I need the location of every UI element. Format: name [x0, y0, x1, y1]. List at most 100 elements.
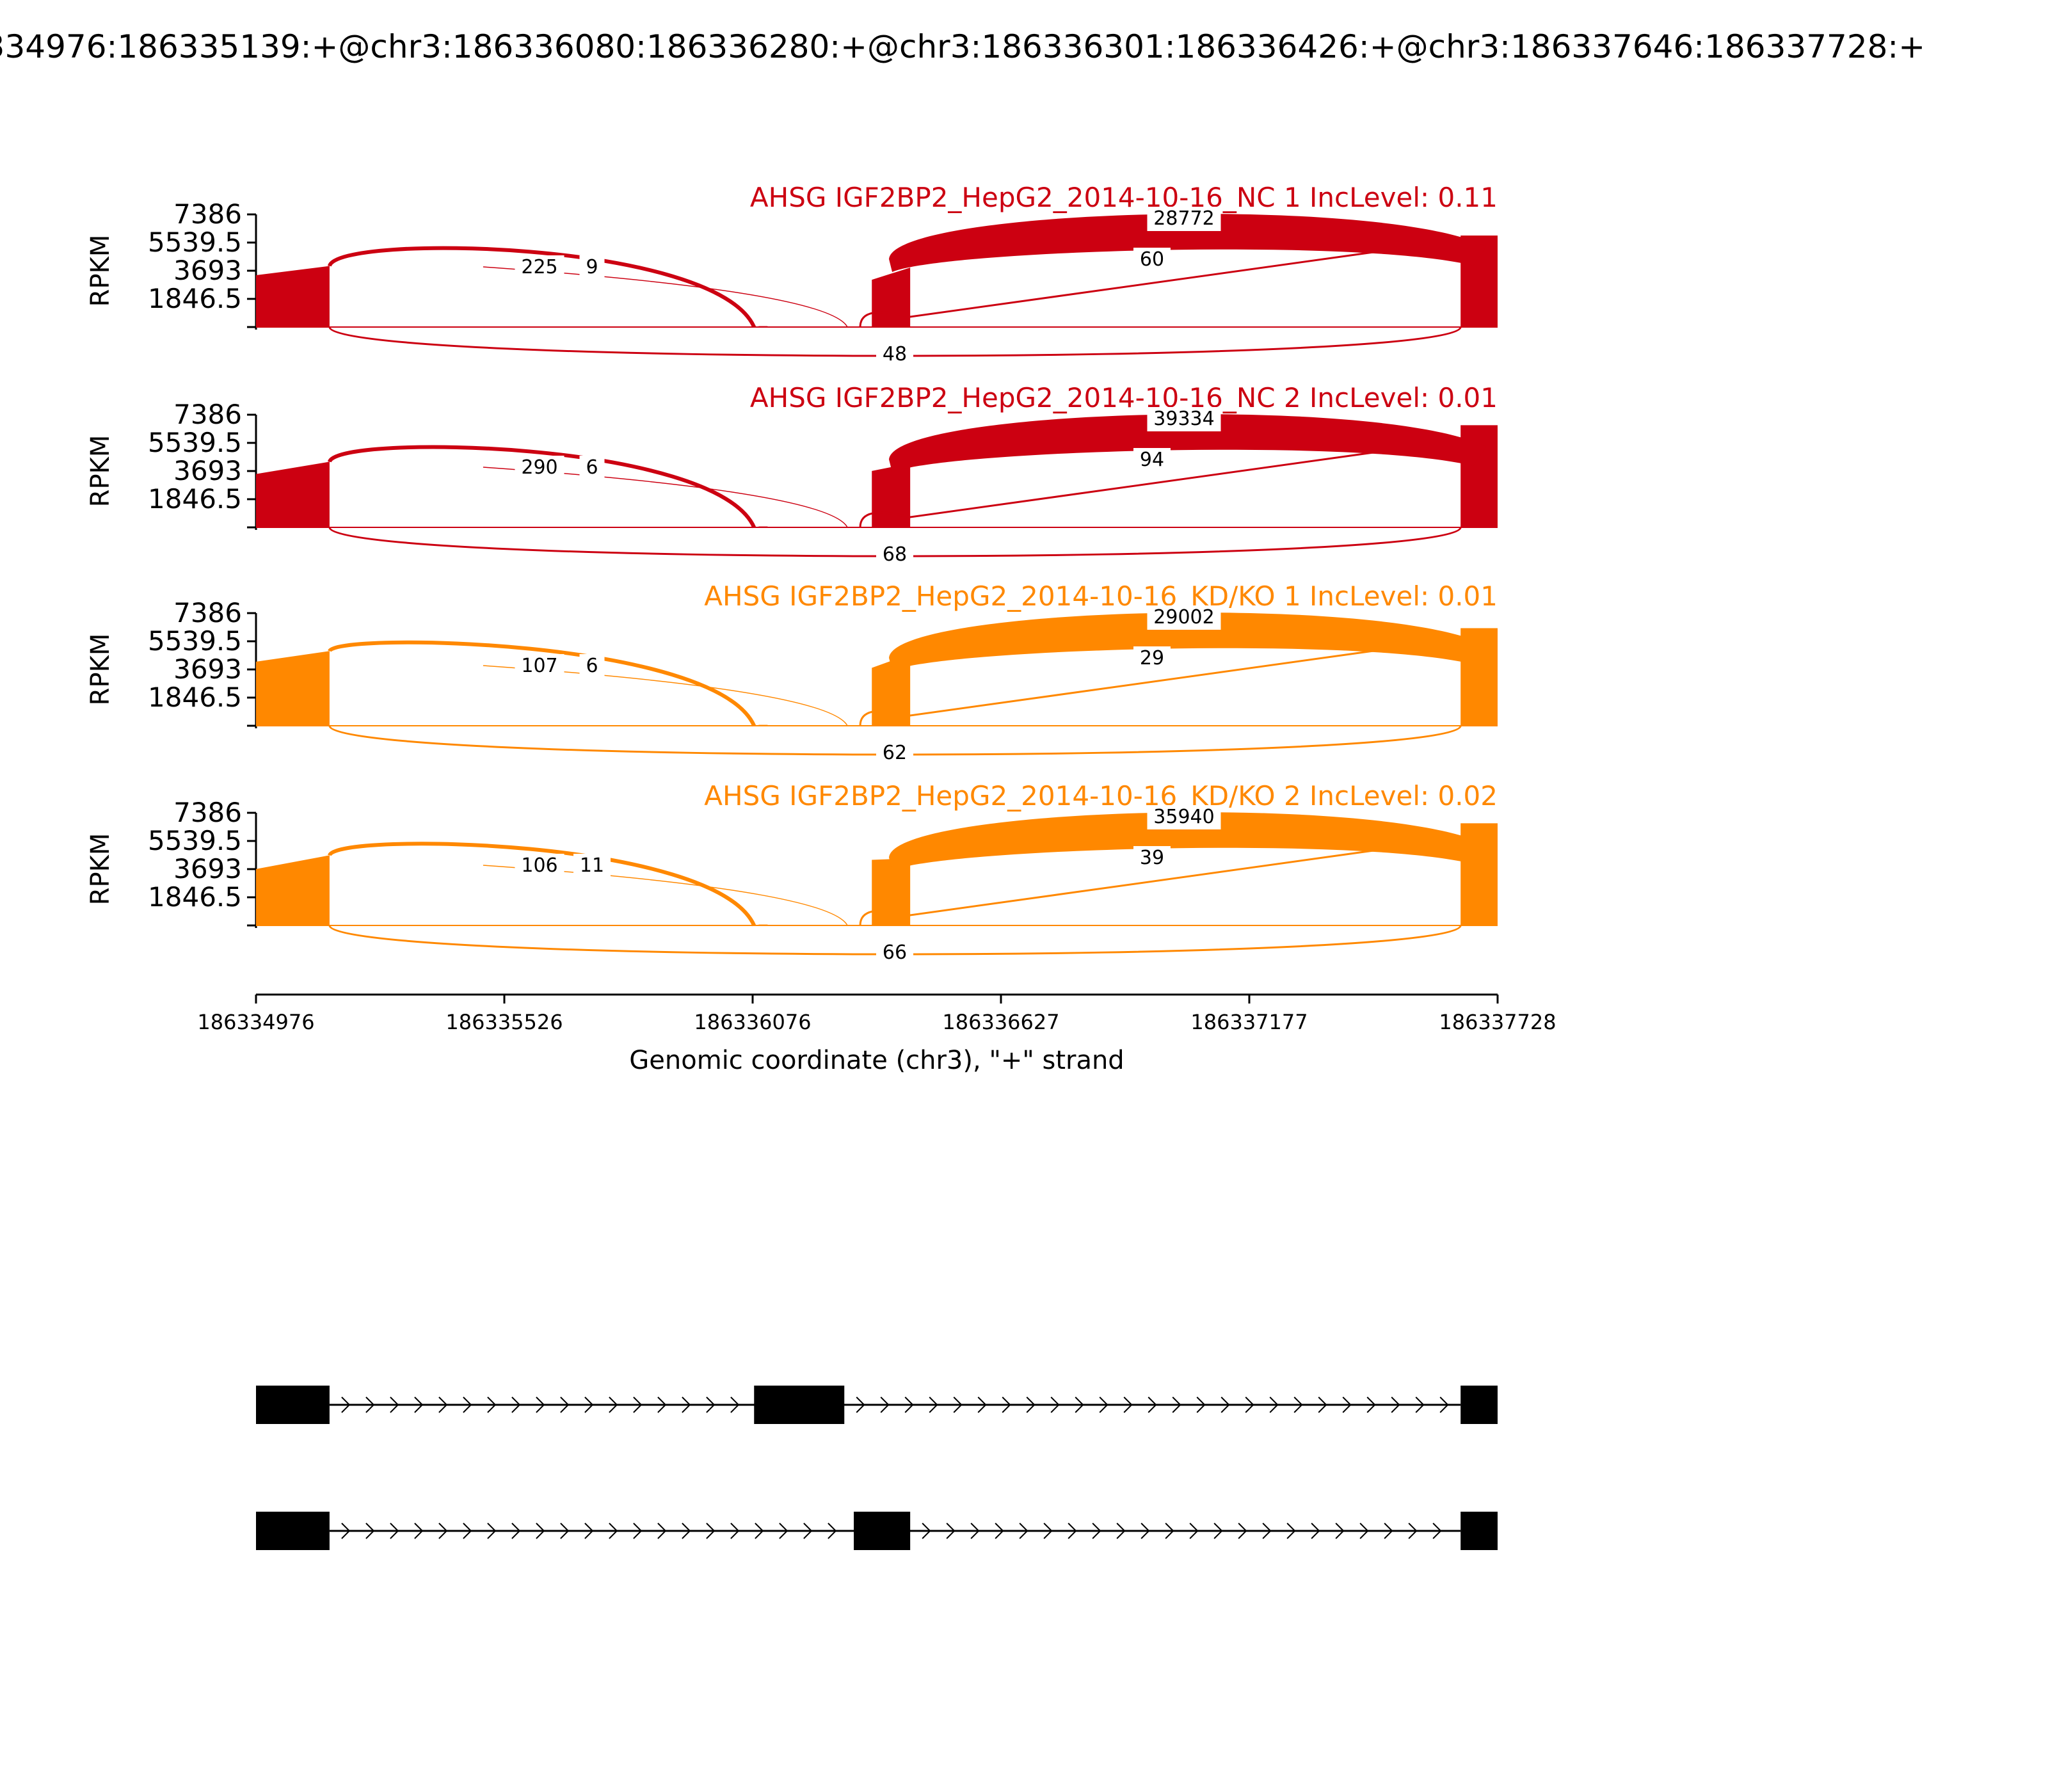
strand-arrow — [463, 1523, 472, 1539]
strand-arrow — [1342, 1396, 1352, 1413]
x-tick-label: 186336076 — [694, 1010, 811, 1034]
track-1: AHSG IGF2BP2_HepG2_2014-10-16_NC 1 IncLe… — [86, 182, 1498, 367]
junction-label-bg — [515, 456, 564, 480]
strand-arrow — [1068, 1523, 1077, 1539]
junction-arc — [328, 640, 756, 727]
strand-arrow — [953, 1396, 963, 1413]
strand-arrow — [1002, 1396, 1011, 1413]
strand-arrow — [341, 1523, 351, 1539]
junction-label-bg — [876, 543, 913, 567]
junction-label-bg — [876, 741, 913, 765]
y-tick-label: 7386 — [173, 399, 242, 430]
isoform-exon — [854, 1512, 911, 1550]
strand-arrow — [706, 1396, 716, 1413]
junction-count-label: 106 — [521, 854, 557, 877]
strand-arrow — [946, 1523, 956, 1539]
strand-arrow — [1238, 1523, 1247, 1539]
y-tick-label: 5539.5 — [148, 227, 242, 258]
strand-arrow — [1432, 1523, 1442, 1539]
strand-arrow — [880, 1396, 890, 1413]
junction-label-bg — [579, 255, 605, 280]
junction-count-label: 48 — [883, 343, 907, 365]
junction-count-label: 35940 — [1153, 806, 1214, 828]
junction-count-label: 29002 — [1153, 606, 1214, 628]
strand-arrow — [365, 1523, 375, 1539]
coverage-exon-1 — [256, 651, 330, 726]
coverage-exon-3 — [872, 654, 911, 726]
junction-arc — [859, 439, 1461, 528]
strand-arrow — [929, 1396, 938, 1413]
strand-arrow — [1075, 1396, 1084, 1413]
strand-arrow — [438, 1396, 448, 1413]
strand-arrow — [1189, 1523, 1199, 1539]
junction-count-label: 39334 — [1153, 408, 1214, 430]
strand-arrow — [341, 1396, 351, 1413]
strand-arrow — [1099, 1396, 1108, 1413]
strand-arrow — [1335, 1523, 1345, 1539]
track-title: AHSG IGF2BP2_HepG2_2014-10-16_NC 1 IncLe… — [750, 182, 1498, 213]
junction-arc — [859, 239, 1461, 328]
y-tick-label: 3693 — [173, 455, 242, 486]
junction-arc — [327, 246, 756, 328]
junction-band — [889, 812, 1487, 870]
strand-arrow — [584, 1523, 594, 1539]
junction-arc — [483, 665, 848, 726]
strand-arrow — [1359, 1523, 1369, 1539]
strand-arrow — [1318, 1396, 1327, 1413]
y-tick-label: 7386 — [173, 198, 242, 230]
strand-arrow — [414, 1396, 424, 1413]
junction-count-label: 107 — [521, 655, 557, 677]
strand-arrow — [633, 1523, 643, 1539]
strand-arrow — [365, 1396, 375, 1413]
x-tick-label: 186337728 — [1439, 1010, 1556, 1034]
strand-arrow — [828, 1523, 837, 1539]
coverage-tracks: AHSG IGF2BP2_HepG2_2014-10-16_NC 1 IncLe… — [86, 182, 1498, 965]
y-tick-label: 5539.5 — [148, 625, 242, 657]
junction-label-bg — [1133, 448, 1171, 472]
junction-count-label: 94 — [1140, 449, 1164, 471]
junction-label-bg — [573, 854, 611, 878]
strand-arrow — [1043, 1523, 1053, 1539]
strand-arrow — [511, 1523, 521, 1539]
junction-count-label: 68 — [883, 543, 907, 566]
strand-arrow — [904, 1396, 914, 1413]
isoform-exon — [1460, 1512, 1498, 1550]
strand-arrow — [560, 1396, 570, 1413]
junction-count-label: 6 — [586, 655, 598, 677]
strand-arrow — [1026, 1396, 1036, 1413]
strand-arrow — [1415, 1396, 1425, 1413]
junction-count-label: 66 — [883, 941, 907, 964]
strand-arrow — [1439, 1396, 1449, 1413]
strand-arrow — [584, 1396, 594, 1413]
strand-arrow — [706, 1523, 716, 1539]
strand-arrow — [487, 1523, 497, 1539]
y-axis-label: RPKM — [86, 435, 115, 508]
strand-arrow — [657, 1523, 667, 1539]
junction-count-label: 6 — [586, 456, 598, 479]
junction-label-bg — [876, 941, 913, 965]
strand-arrow — [1408, 1523, 1418, 1539]
strand-arrow — [1140, 1523, 1150, 1539]
junction-label-bg — [1147, 805, 1221, 829]
junction-arc — [327, 445, 756, 529]
strand-arrow — [1262, 1523, 1272, 1539]
strand-arrow — [511, 1396, 521, 1413]
junction-label-bg — [579, 654, 605, 678]
isoform-models — [256, 1386, 1498, 1550]
strand-arrow — [1311, 1523, 1320, 1539]
junction-count-label: 9 — [586, 256, 598, 278]
strand-arrow — [977, 1396, 987, 1413]
y-tick-label: 7386 — [173, 797, 242, 828]
strand-arrow — [633, 1396, 643, 1413]
isoform-2 — [256, 1512, 1498, 1550]
track-title: AHSG IGF2BP2_HepG2_2014-10-16_NC 2 IncLe… — [750, 382, 1498, 413]
coverage-exon-1 — [256, 855, 330, 925]
strand-arrow — [1148, 1396, 1157, 1413]
y-tick-label: 5539.5 — [148, 427, 242, 458]
junction-count-label: 62 — [883, 742, 907, 764]
junction-label-bg — [1147, 207, 1221, 231]
y-tick-label: 3693 — [173, 653, 242, 685]
junction-label-bg — [515, 654, 564, 678]
x-axis-label: Genomic coordinate (chr3), "+" strand — [629, 1046, 1124, 1075]
